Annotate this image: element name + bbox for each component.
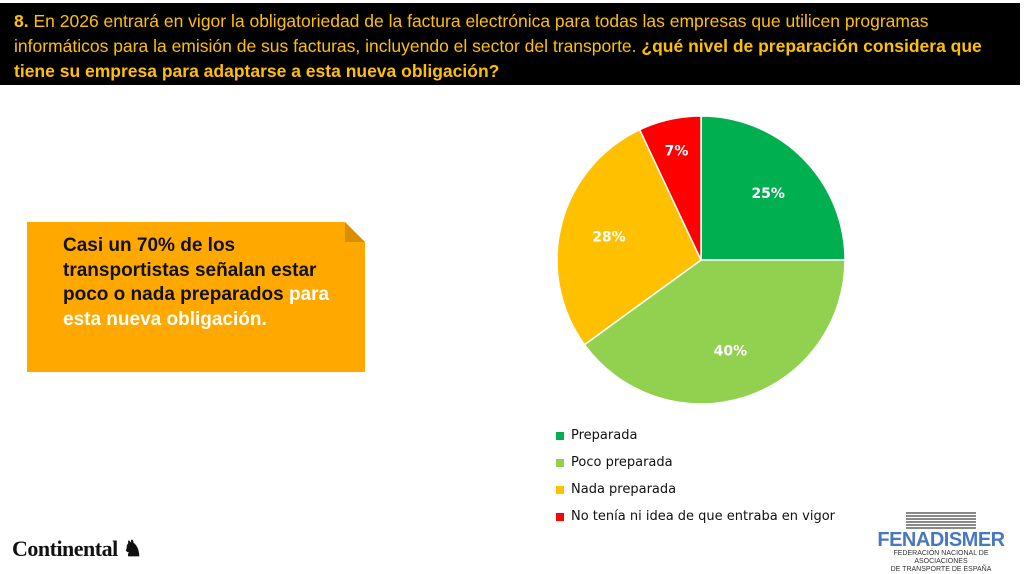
legend-item: No tenía ni idea de que entraba en vigor <box>556 503 835 530</box>
data-label-2: 28% <box>592 229 626 245</box>
legend-item: Poco preparada <box>556 449 835 476</box>
legend-label: Nada preparada <box>571 482 677 497</box>
legend-swatch <box>556 485 564 494</box>
legend-label: Preparada <box>571 428 638 443</box>
callout-box: Casi un 70% de los transportistas señala… <box>27 222 365 372</box>
question-number: 8. <box>14 11 29 31</box>
chart-legend: Preparada Poco preparada Nada preparada No … <box>556 422 835 530</box>
question-bold-text: ¿qué nivel de preparación considera que … <box>14 36 982 81</box>
legend-label: No tenía ni idea de que entraba en vigor <box>571 509 836 524</box>
fenadismer-logo: FENADISMER FEDERACIÓN NACIONAL DE ASOCIA… <box>868 512 1014 574</box>
legend-label: Poco preparada <box>571 455 673 470</box>
legend-swatch <box>556 431 564 440</box>
pie-chart: 25% 40% 28% 7% <box>556 115 846 405</box>
legend-swatch <box>556 458 564 467</box>
fenadismer-bars <box>906 512 976 530</box>
pie-slice-1 <box>583 259 846 405</box>
question-text: En 2026 entrará en vigor la obligatoried… <box>14 11 929 56</box>
legend-item: Preparada <box>556 422 835 449</box>
question-header: 8. En 2026 entrará en vigor la obligator… <box>0 3 1020 85</box>
data-label-0: 25% <box>751 186 785 202</box>
legend-swatch <box>556 512 564 521</box>
callout-text-light: para esta nueva obligación. <box>63 284 330 330</box>
legend-item: Nada preparada <box>556 476 835 503</box>
data-label-3: 7% <box>665 143 689 159</box>
pie-slice-3 <box>638 115 702 261</box>
callout-text-dark: Casi un 70% de los transportistas señala… <box>63 235 317 305</box>
pie-slice-0 <box>700 115 846 261</box>
continental-logo: Continental ♞ <box>12 536 142 561</box>
pie-slice-2 <box>556 128 702 346</box>
data-label-1: 40% <box>714 343 748 359</box>
